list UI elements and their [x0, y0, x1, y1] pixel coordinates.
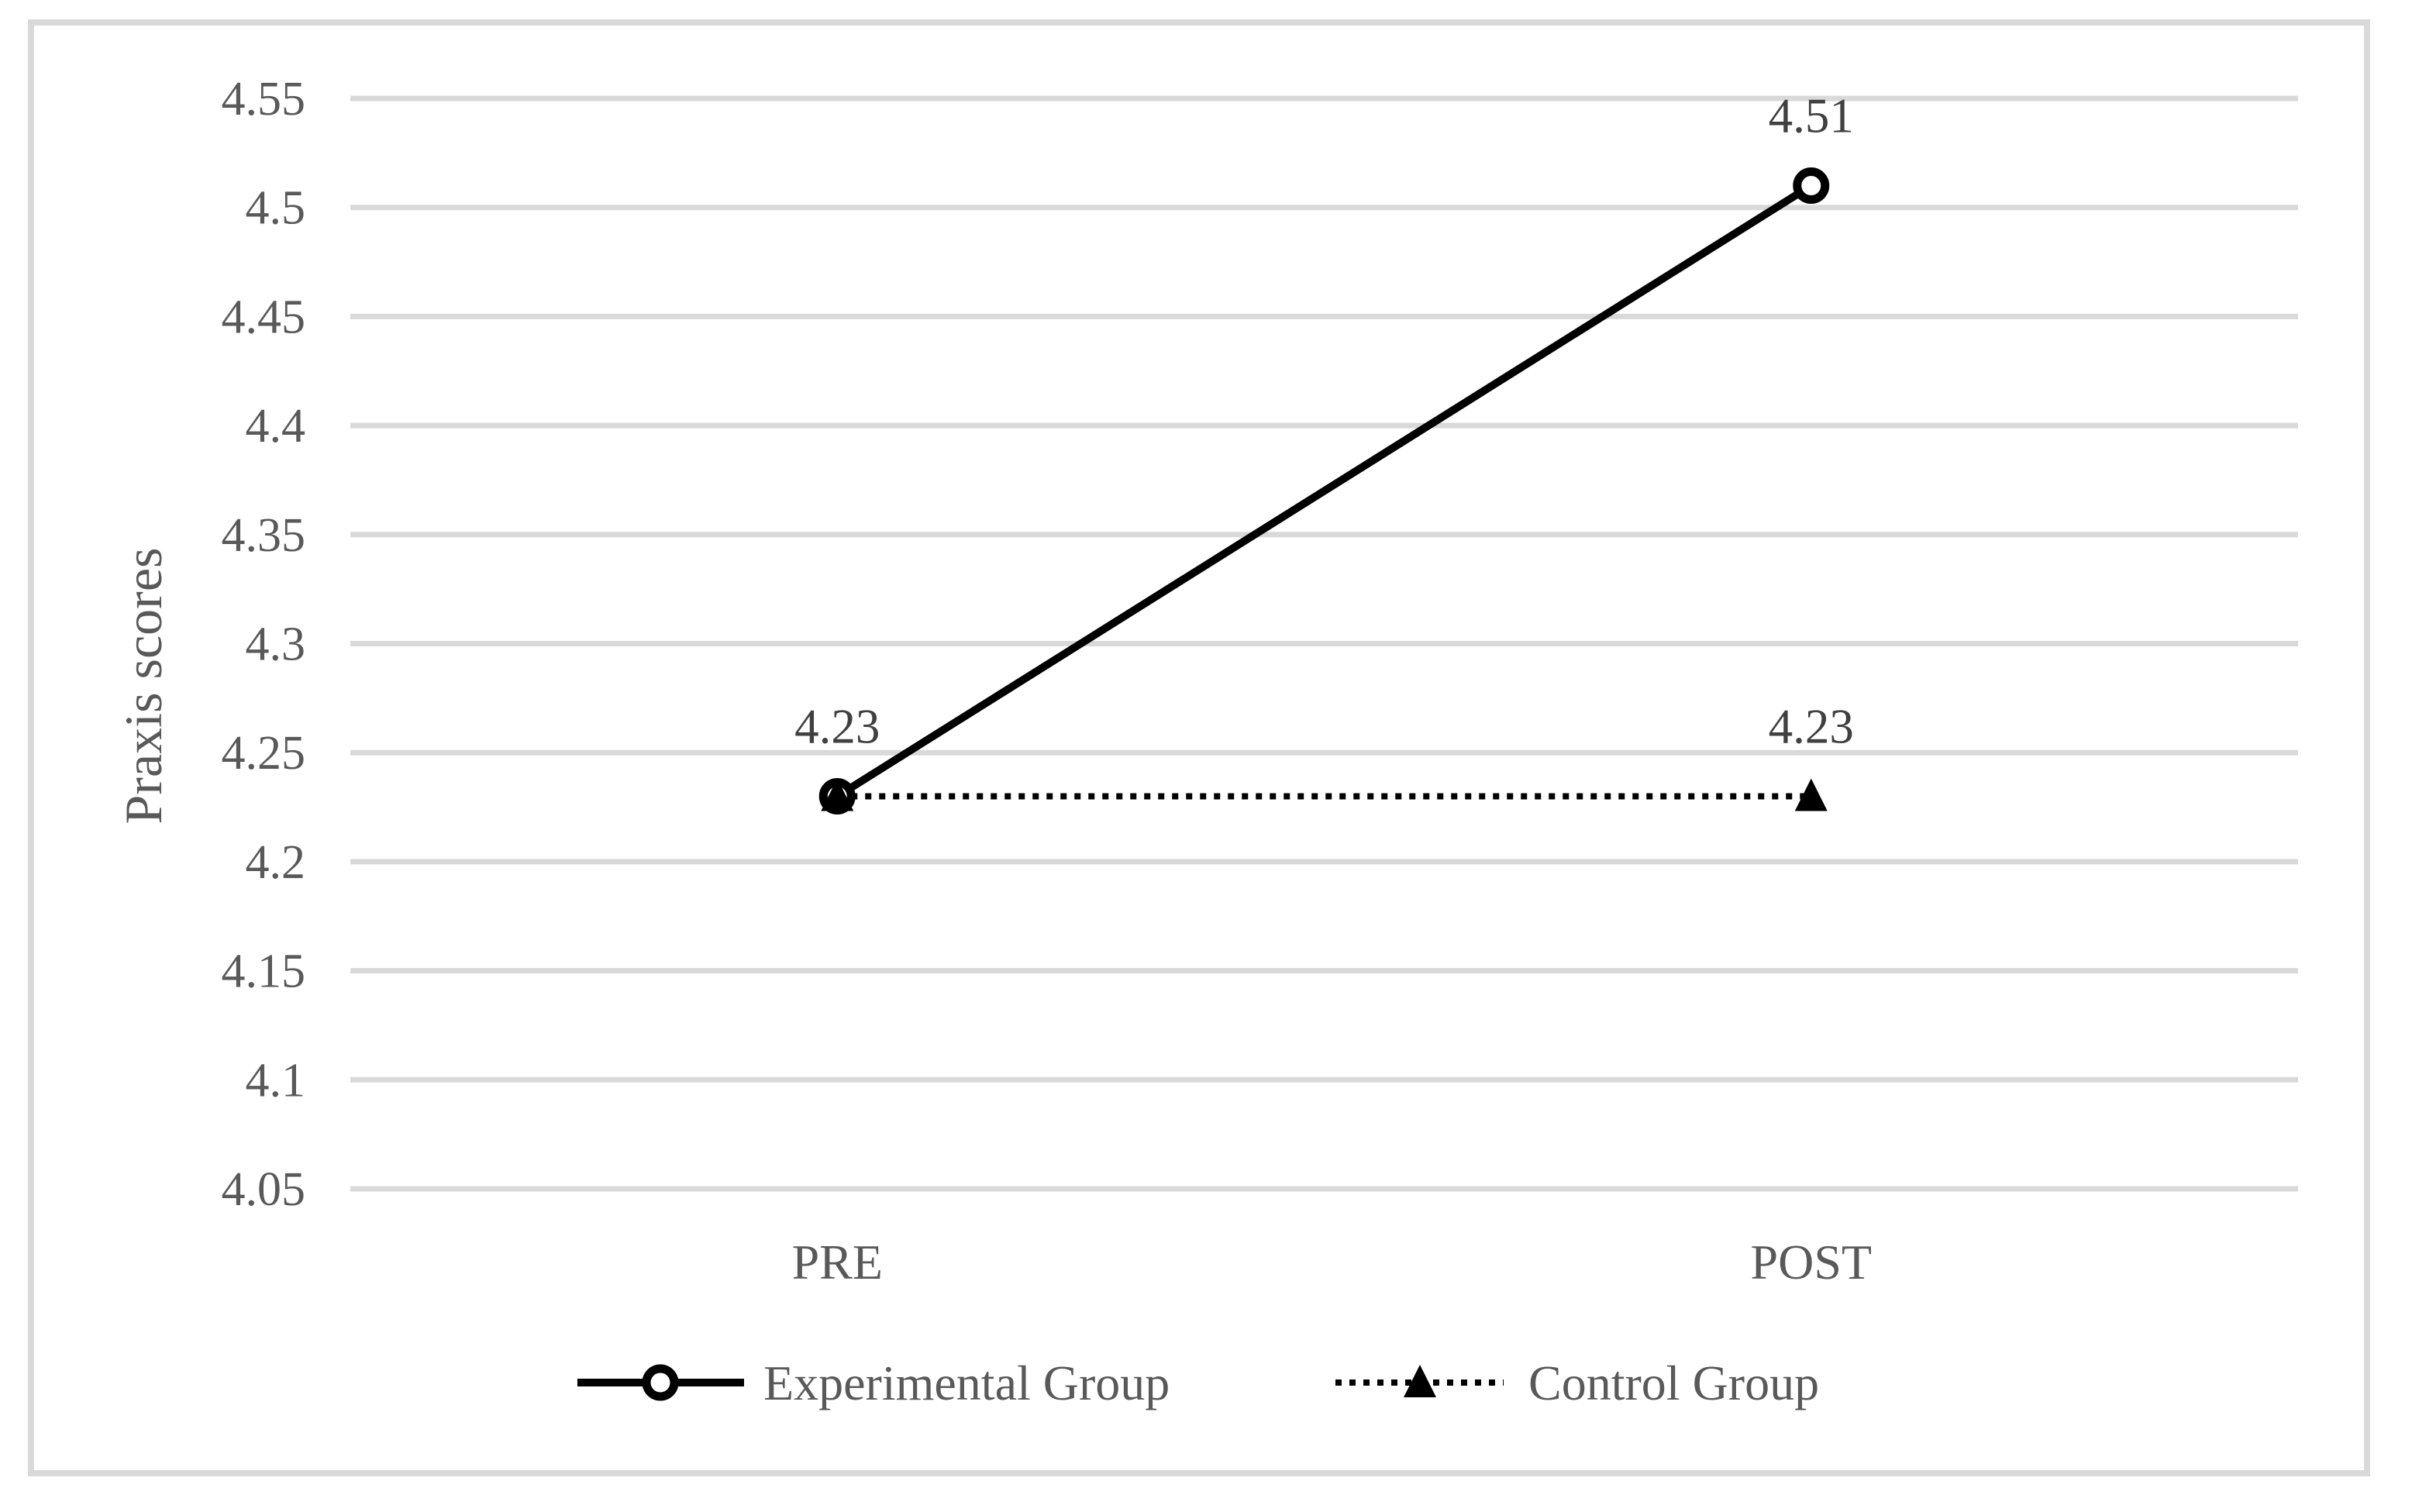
y-axis-tick-label: 4.05 — [222, 1163, 306, 1216]
legend-open-circle-marker — [642, 1364, 679, 1401]
legend-label: Control Group — [1528, 1355, 1819, 1410]
y-axis-tick-label: 4.45 — [222, 291, 306, 343]
open-circle-marker — [1793, 167, 1830, 205]
data-label: 4.23 — [794, 699, 880, 753]
x-axis-category-label: POST — [1751, 1235, 1873, 1290]
y-axis-tick-label: 4.2 — [246, 836, 306, 889]
y-axis-tick-label: 4.3 — [246, 618, 306, 671]
filled-triangle-marker — [1794, 778, 1828, 811]
filled-triangle-marker — [821, 778, 854, 811]
y-axis-tick-label: 4.35 — [222, 509, 306, 562]
y-axis-tick-label: 4.1 — [246, 1054, 306, 1107]
y-axis-tick-label: 4.55 — [222, 73, 306, 126]
x-axis-category-label: PRE — [792, 1235, 883, 1290]
y-axis-tick-label: 4.4 — [246, 400, 306, 453]
chart-border — [28, 19, 2370, 1476]
legend-label: Experimental Group — [763, 1355, 1170, 1410]
data-label: 4.51 — [1769, 89, 1854, 143]
y-axis-tick-label: 4.5 — [246, 182, 306, 235]
legend-filled-triangle-marker — [1404, 1365, 1436, 1397]
y-axis-tick-label: 4.25 — [222, 727, 306, 780]
data-label: 4.23 — [1769, 699, 1854, 753]
y-axis-title: Praxis scores — [114, 548, 173, 825]
series-line-solid — [835, 182, 1814, 800]
y-axis-tick-label: 4.15 — [222, 945, 306, 998]
